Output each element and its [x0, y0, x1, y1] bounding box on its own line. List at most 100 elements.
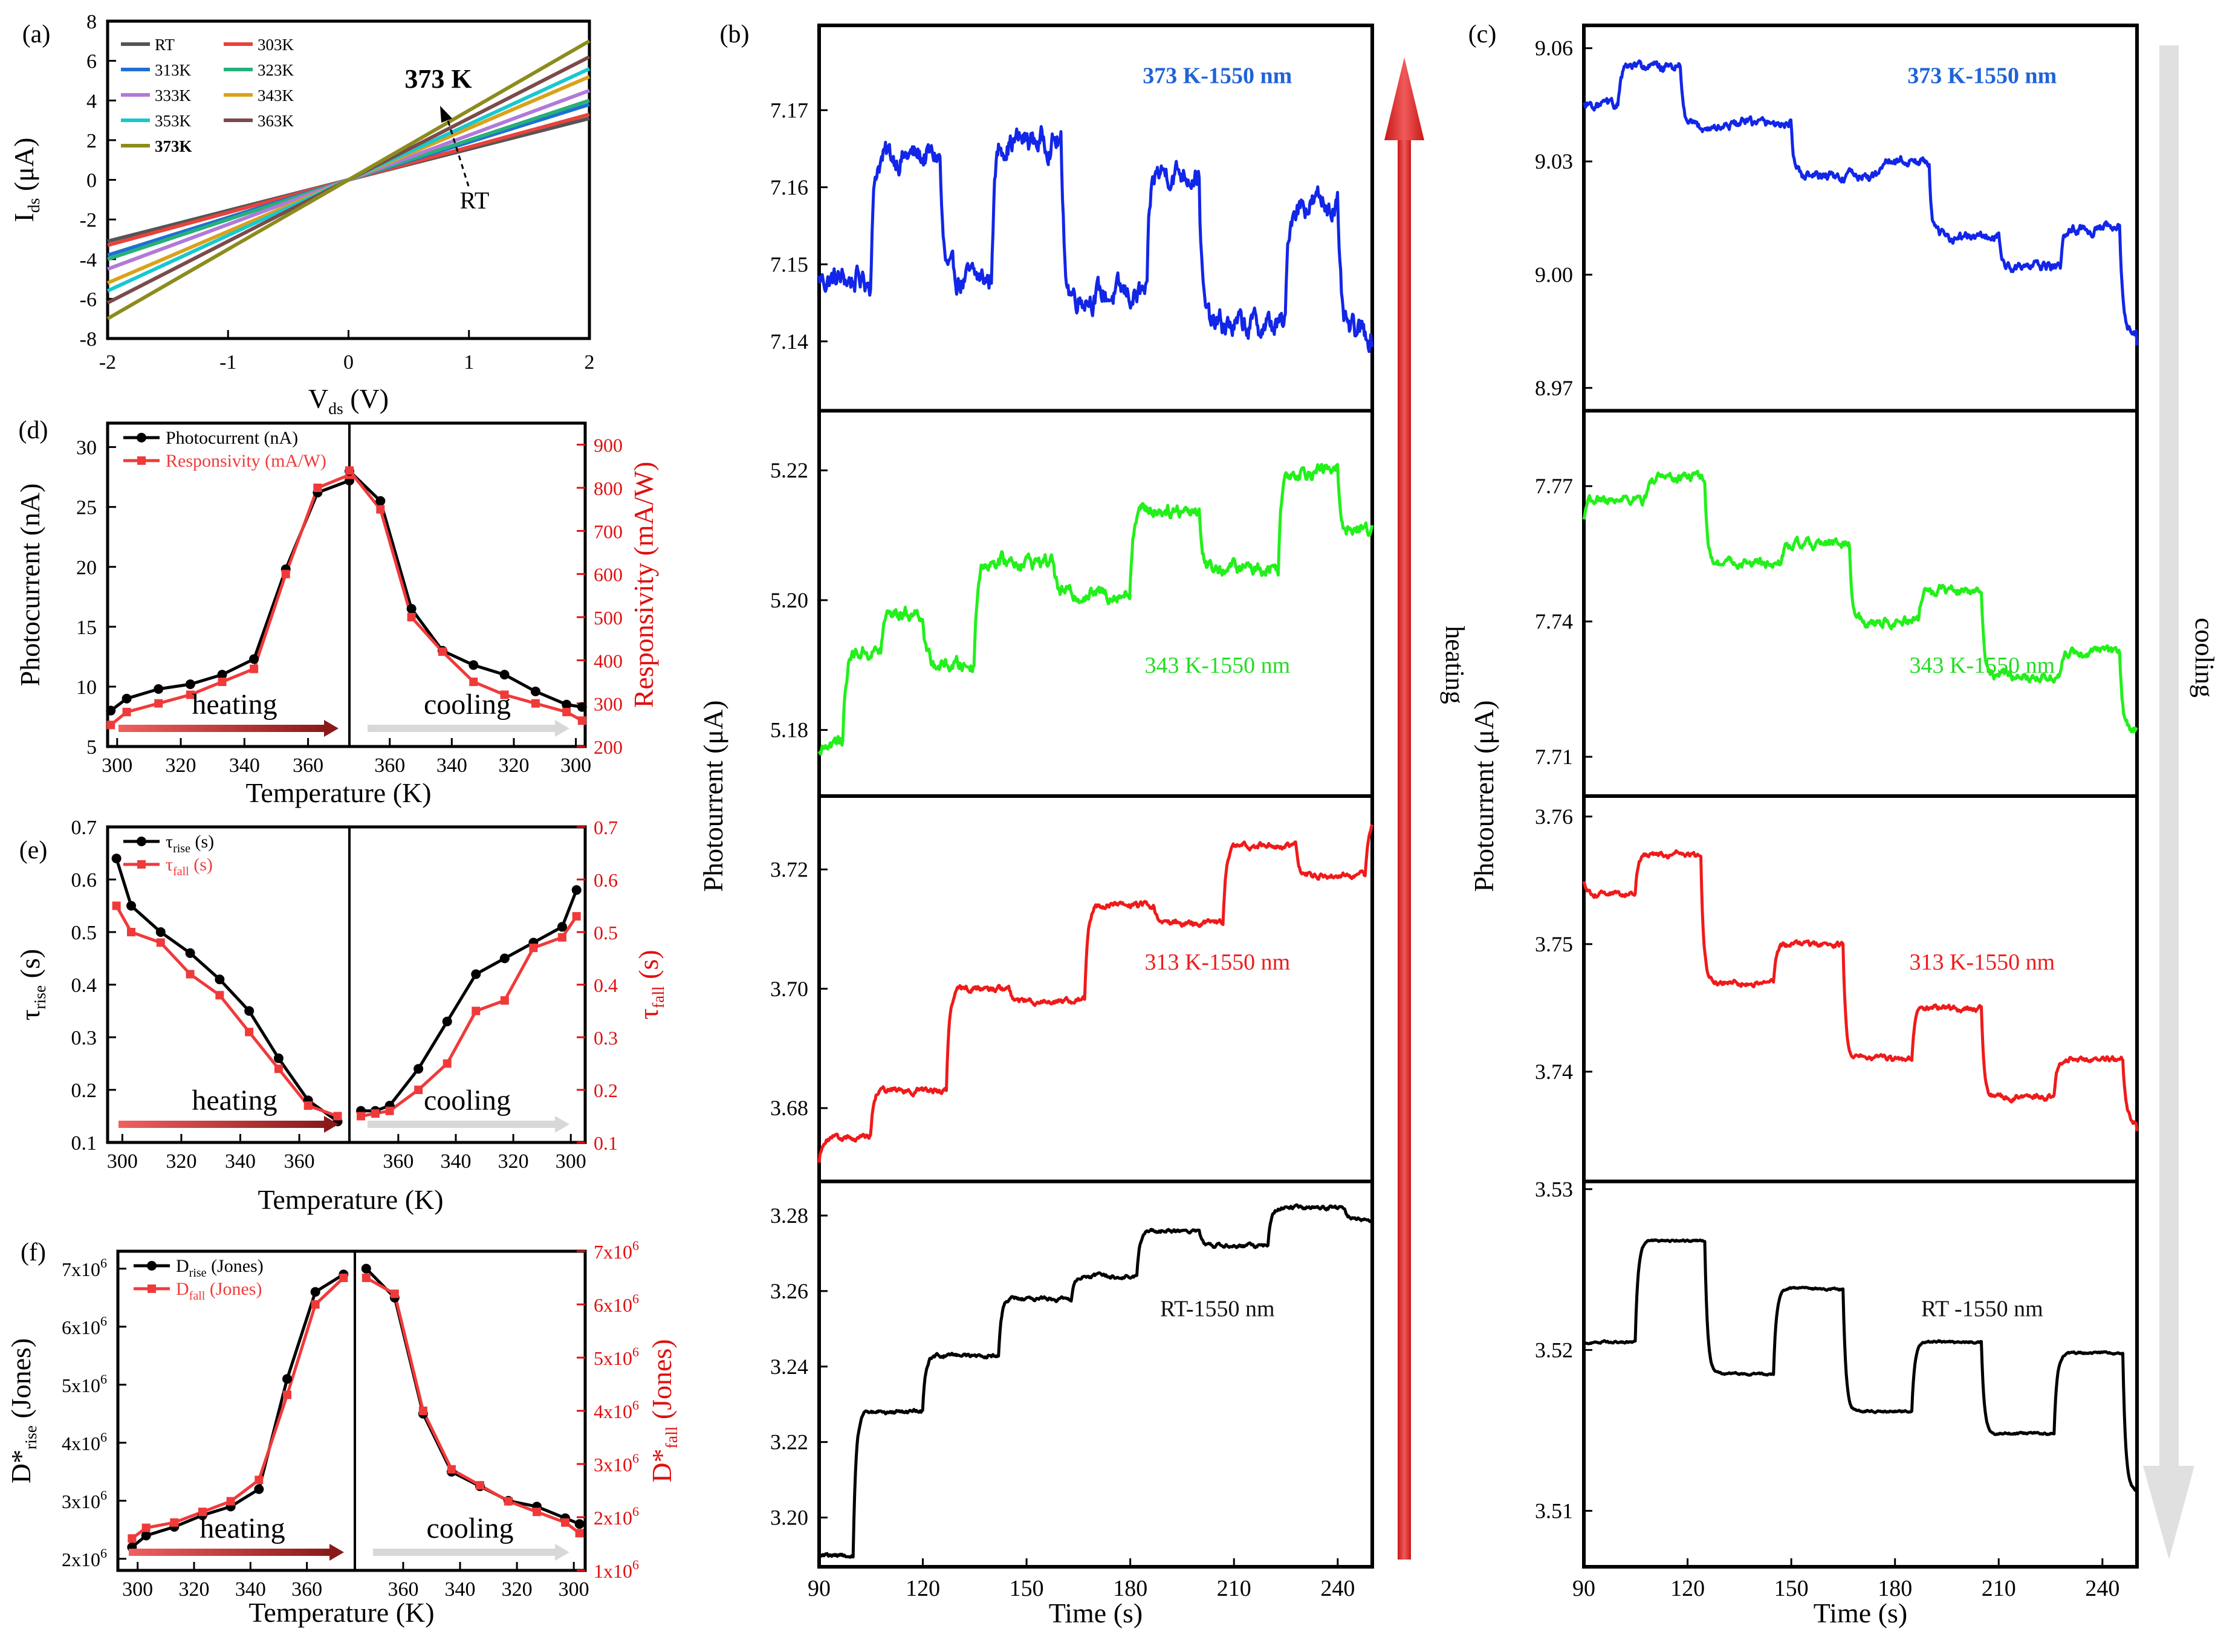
subpanel-label: RT -1550 nm — [1921, 1297, 2043, 1322]
y-right-tick-label-f: 4x106 — [594, 1398, 639, 1422]
y-right-tick-label-d: 500 — [594, 607, 623, 629]
series-marker-left — [254, 1484, 264, 1494]
panel-label-a: (a) — [22, 21, 51, 48]
x-axis-label: Time (s) — [1049, 1598, 1143, 1628]
y-tick-label-d: 10 — [76, 676, 97, 699]
y-right-tick-label-f: 2x106 — [594, 1504, 639, 1529]
panel-f: (f) 2x106 3x106 4x106 5x106 6x106 7x106 1x106 2x… — [5, 1238, 681, 1628]
series-marker-left — [185, 948, 195, 958]
legend-marker — [137, 837, 146, 846]
heating-arrow-d — [118, 725, 324, 732]
x-tick-label: 150 — [1010, 1576, 1044, 1601]
panel-label-d: (d) — [19, 416, 48, 444]
legend-entry-d: Photocurrent (nA) — [166, 428, 298, 448]
x-tick-label: 90 — [808, 1576, 831, 1601]
series-marker-left — [471, 969, 481, 979]
y-tick-label-e: 0.6 — [71, 869, 97, 892]
panel-a: (a) -2 -1 0 1 2 -8 -6 -4 -2 0 2 4 6 8 Vds (V) Ids (μA) RT… — [8, 11, 595, 418]
series-marker-right — [414, 1086, 423, 1094]
series-marker-left — [562, 699, 572, 710]
series-marker-left — [249, 654, 259, 664]
series-marker-right — [141, 1523, 151, 1532]
x-tick-label-d: 300 — [102, 754, 132, 777]
series-marker-right — [500, 996, 509, 1005]
signal-trace — [1582, 470, 2138, 734]
heating-arrow-f — [129, 1549, 329, 1556]
x-tick-label-a: 2 — [585, 351, 595, 374]
legend-entry-a: 333K — [155, 86, 192, 105]
y-axis-label: Photourrent (μA) — [1468, 700, 1499, 892]
series-marker-right — [362, 1274, 371, 1282]
y-right-tick-label-e: 0.2 — [594, 1080, 618, 1101]
y-axis-label-a: Ids (μA) — [8, 138, 43, 222]
y-tick-label: 3.28 — [770, 1203, 808, 1228]
y-tick-label: 9.00 — [1535, 262, 1573, 287]
x-tick-label: 180 — [1113, 1576, 1147, 1601]
y-tick-label: 3.53 — [1535, 1177, 1573, 1201]
series-marker-right — [418, 1407, 427, 1415]
series-marker-right — [154, 699, 163, 708]
series-marker-left — [413, 1064, 424, 1074]
y-axis-label: Photourrent (μA) — [698, 700, 728, 892]
series-marker-right — [529, 944, 538, 953]
y-tick-label-a: -8 — [80, 328, 97, 351]
y-right-tick-label-d: 400 — [594, 650, 623, 672]
x-tick-label-e: 340 — [225, 1150, 256, 1173]
heating-arrow-head-f — [329, 1544, 344, 1561]
y-tick-label: 7.71 — [1535, 745, 1573, 769]
legend-marker — [137, 860, 146, 869]
y-axis-label-d: Photocurrent (nA) — [15, 484, 45, 687]
cooling-arrow-d — [368, 725, 555, 732]
y-right-tick-label-d: 900 — [594, 435, 623, 456]
legend-entry-a: RT — [155, 36, 175, 54]
series-marker-right — [245, 1028, 254, 1037]
y-tick-label: 3.68 — [770, 1096, 808, 1120]
x-tick-label: 210 — [1982, 1576, 2016, 1601]
subpanel-label: 343 K-1550 nm — [1909, 653, 2055, 678]
heating-label-d: heating — [192, 688, 277, 721]
y-tick-label: 3.26 — [770, 1279, 808, 1303]
y-tick-label: 7.74 — [1535, 609, 1573, 633]
x-tick-label-e: 360 — [383, 1150, 413, 1173]
series-marker-left — [406, 604, 417, 614]
y-right-tick-label-d: 200 — [594, 736, 623, 758]
y-tick-label-e: 0.2 — [71, 1080, 97, 1102]
y-tick-label-e: 0.4 — [71, 974, 97, 997]
y-right-tick-label-e: 0.7 — [594, 817, 618, 838]
y-tick-label-f: 5x106 — [62, 1372, 107, 1396]
signal-trace — [817, 462, 1374, 756]
x-tick-label-a: -2 — [99, 351, 116, 374]
series-marker-right — [504, 1497, 513, 1506]
cooling-label-f: cooling — [427, 1512, 514, 1544]
heating-label-e: heating — [192, 1084, 277, 1116]
y-right-tick-label-f: 3x106 — [594, 1451, 639, 1475]
cooling-side-label: cooling — [2190, 618, 2218, 698]
series-line-left-heating — [115, 858, 339, 1123]
series-marker-left — [111, 854, 122, 864]
x-axis-label-f: Temperature (K) — [248, 1597, 434, 1628]
subpanel-frame — [1582, 1179, 2139, 1569]
y-tick-label-f: 6x106 — [62, 1314, 107, 1338]
x-tick-label-f: 340 — [445, 1578, 476, 1601]
legend-entry-a: 313K — [155, 61, 192, 79]
y-right-tick-label-d: 300 — [594, 693, 623, 715]
series-marker-left — [126, 901, 137, 911]
heating-arrow-head-d — [324, 720, 339, 737]
signal-trace — [1583, 1238, 2139, 1492]
y-tick-label-e: 0.1 — [71, 1132, 97, 1155]
y-tick-label: 3.51 — [1535, 1498, 1573, 1523]
y-axis-label-e: τrise (s) — [15, 949, 49, 1020]
series-line-a — [106, 39, 591, 320]
series-marker-left — [571, 885, 582, 895]
x-tick-label-f: 320 — [502, 1578, 533, 1601]
x-tick-label-f: 360 — [388, 1578, 418, 1601]
signal-trace — [817, 824, 1374, 1163]
y-right-tick-label-d: 600 — [594, 564, 623, 586]
x-tick-label: 240 — [2085, 1576, 2119, 1601]
y-tick-label: 3.72 — [770, 857, 808, 881]
x-tick-label-d: 300 — [560, 754, 591, 777]
series-marker-right — [128, 1534, 137, 1543]
y-tick-label-d: 20 — [76, 557, 97, 579]
y-tick-label: 7.17 — [770, 98, 808, 122]
legend-entry-a: 343K — [258, 86, 294, 105]
